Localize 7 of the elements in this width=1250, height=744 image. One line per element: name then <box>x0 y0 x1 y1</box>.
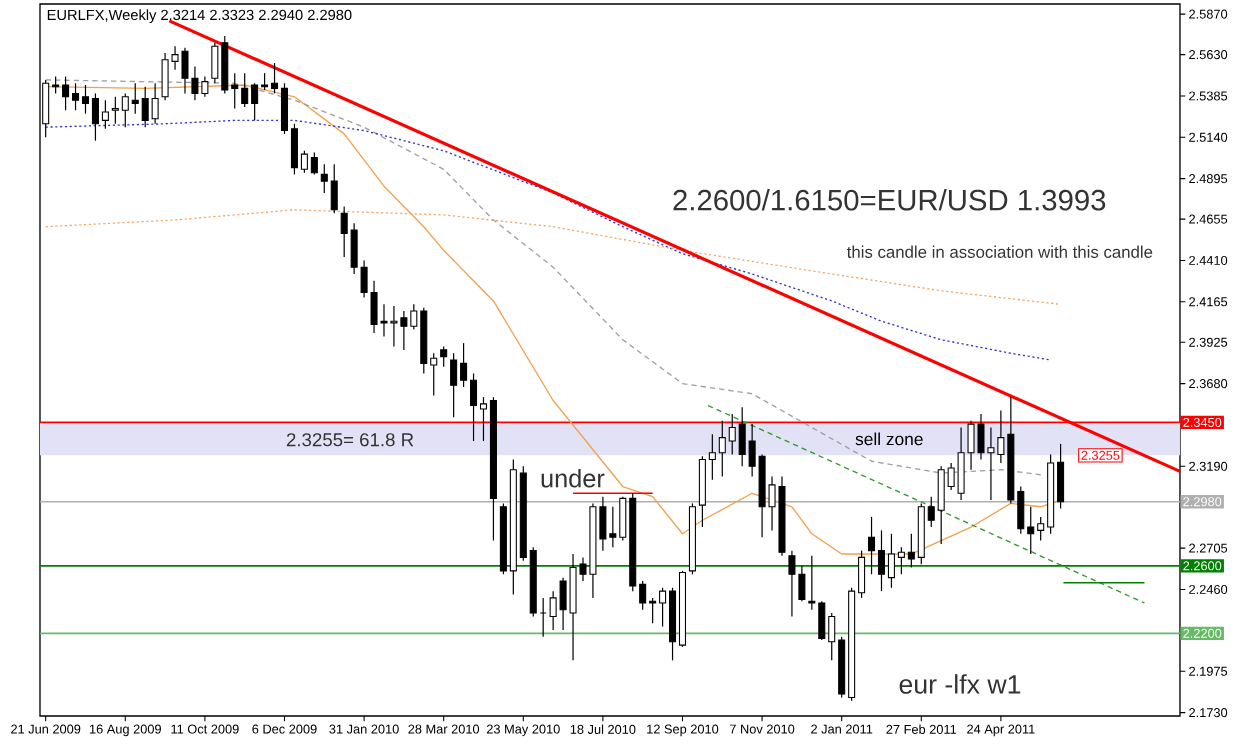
annotation: eur -lfx w1 <box>899 674 1021 694</box>
band-label: sell zone <box>855 432 923 446</box>
annotation: under <box>541 468 605 488</box>
candlestick <box>440 345 448 368</box>
annotation: this candle in association with this candle <box>846 245 1153 258</box>
annotation: 2.2600/1.6150=EUR/USD 1.3993 <box>673 189 1106 211</box>
annotation: 2.3255= 61.8 R <box>286 433 414 447</box>
